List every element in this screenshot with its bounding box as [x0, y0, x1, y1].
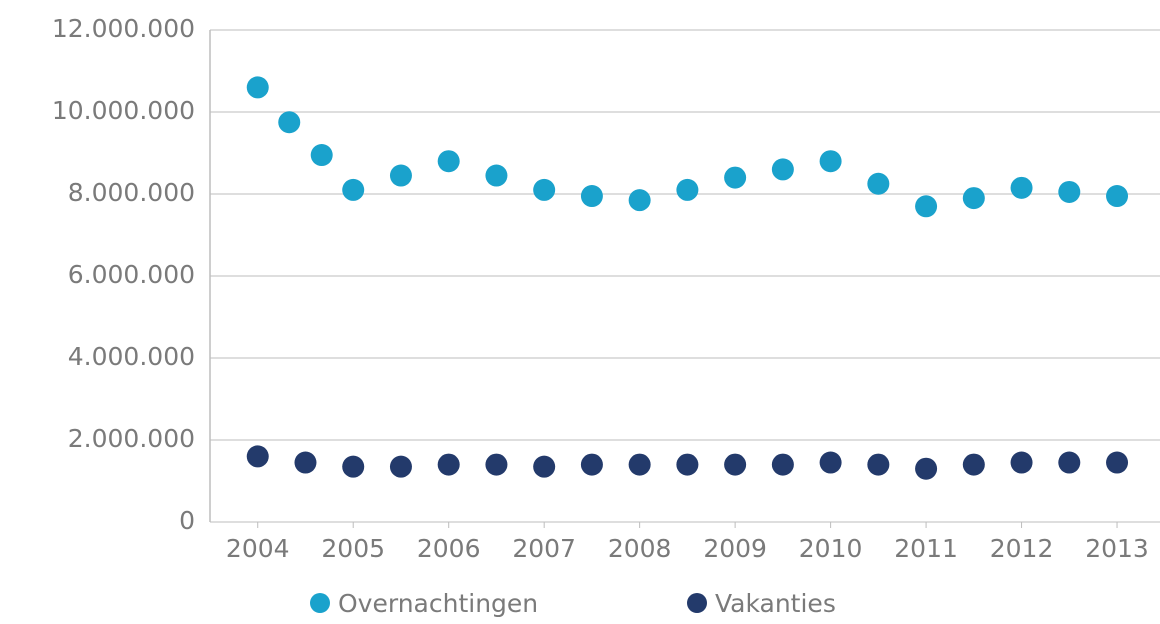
data-point	[1010, 176, 1033, 199]
data-point	[278, 111, 301, 134]
data-point	[867, 453, 890, 476]
data-point	[915, 457, 938, 480]
legend-label: Overnachtingen	[338, 589, 538, 618]
x-tick-label: 2009	[703, 534, 767, 563]
data-point	[246, 76, 269, 99]
data-point	[962, 453, 985, 476]
data-point	[310, 144, 333, 167]
data-point	[771, 453, 794, 476]
x-tick-label: 2010	[799, 534, 863, 563]
data-point	[533, 178, 556, 201]
data-point	[437, 150, 460, 173]
legend-marker	[687, 593, 707, 613]
data-point	[294, 451, 317, 474]
x-tick-label: 2004	[226, 534, 290, 563]
data-point	[342, 455, 365, 478]
data-point	[485, 164, 508, 187]
data-point	[389, 455, 412, 478]
y-tick-label: 12.000.000	[52, 14, 195, 43]
data-point	[724, 453, 747, 476]
data-point	[437, 453, 460, 476]
y-tick-label: 8.000.000	[68, 178, 195, 207]
x-tick-label: 2006	[417, 534, 481, 563]
y-tick-label: 6.000.000	[68, 260, 195, 289]
data-point	[628, 189, 651, 212]
y-tick-label: 10.000.000	[52, 96, 195, 125]
x-tick-label: 2008	[608, 534, 672, 563]
data-point	[628, 453, 651, 476]
data-point	[580, 185, 603, 208]
data-point	[1010, 451, 1033, 474]
data-point	[533, 455, 556, 478]
y-tick-label: 0	[179, 506, 195, 535]
data-point	[1058, 451, 1081, 474]
data-point	[962, 187, 985, 210]
x-tick-label: 2012	[990, 534, 1054, 563]
data-point	[819, 451, 842, 474]
data-point	[246, 445, 269, 468]
data-point	[676, 453, 699, 476]
y-tick-label: 2.000.000	[68, 424, 195, 453]
x-tick-label: 2007	[512, 534, 576, 563]
data-point	[819, 150, 842, 173]
data-point	[1058, 180, 1081, 203]
data-point	[342, 178, 365, 201]
y-tick-label: 4.000.000	[68, 342, 195, 371]
data-point	[915, 195, 938, 218]
data-point	[580, 453, 603, 476]
data-point	[724, 166, 747, 189]
x-tick-label: 2005	[321, 534, 385, 563]
legend-label: Vakanties	[715, 589, 836, 618]
legend-marker	[310, 593, 330, 613]
data-point	[1106, 451, 1129, 474]
x-tick-label: 2013	[1085, 534, 1149, 563]
data-point	[676, 178, 699, 201]
data-point	[771, 158, 794, 181]
data-point	[389, 164, 412, 187]
data-point	[867, 172, 890, 195]
data-point	[485, 453, 508, 476]
data-point	[1106, 185, 1129, 208]
x-tick-label: 2011	[894, 534, 958, 563]
